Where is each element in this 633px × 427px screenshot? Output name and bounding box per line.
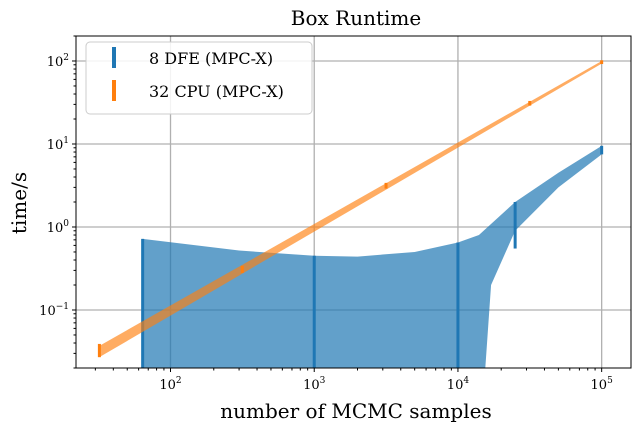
x-tick-label-2: 104	[447, 376, 470, 393]
legend-box	[85, 41, 313, 115]
legend-label-cpu: 32 CPU (MPC-X)	[149, 82, 284, 101]
legend-swatch-cpu	[112, 80, 116, 101]
axis-ticks: 102 103 104 105 10−1 100 101 102	[39, 35, 614, 393]
plot-data	[97, 60, 604, 368]
legend: 8 DFE (MPC-X) 32 CPU (MPC-X)	[85, 41, 313, 115]
x-tick-label-3: 105	[591, 376, 614, 393]
y-tick-label-1: 100	[47, 219, 70, 236]
y-tick-label-0: 10−1	[39, 302, 69, 319]
legend-label-dfe: 8 DFE (MPC-X)	[149, 49, 273, 68]
y-tick-label-2: 101	[47, 136, 69, 153]
legend-swatch-dfe	[112, 47, 116, 68]
x-tick-label-0: 102	[159, 376, 181, 393]
x-tick-label-1: 103	[303, 376, 326, 393]
y-axis-label: time/s	[7, 172, 31, 234]
series-band-0	[142, 145, 602, 368]
y-tick-label-3: 102	[47, 53, 69, 70]
x-axis-label: number of MCMC samples	[220, 399, 491, 423]
series-band-1	[99, 60, 602, 358]
chart-title: Box Runtime	[291, 6, 421, 30]
